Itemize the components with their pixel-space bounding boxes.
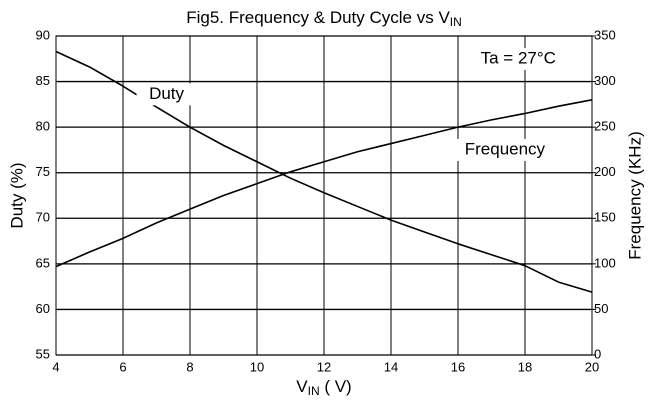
x-axis-label: VIN ( V): [296, 377, 351, 398]
series-line: [55, 99, 593, 268]
x-tick-label: 6: [119, 359, 126, 374]
x-tick-label: 20: [585, 359, 599, 374]
y-tick-label: 55: [36, 346, 50, 361]
annotation: Ta = 27°C: [481, 48, 556, 67]
x-tick-label: 12: [317, 359, 331, 374]
x-tick-label: 10: [250, 359, 264, 374]
y2-tick-label: 150: [594, 210, 616, 225]
title-main: Fig5. Frequency & Duty Cycle vs V: [186, 8, 450, 27]
x-tick-label: 4: [52, 359, 59, 374]
y-tick-label: 70: [36, 210, 50, 225]
chart-title: Fig5. Frequency & Duty Cycle vs VIN: [186, 8, 462, 29]
y-tick-label: 80: [36, 119, 50, 134]
x-tick-label: 16: [451, 359, 465, 374]
y2-tick-label: 300: [594, 73, 616, 88]
label-bg: [136, 83, 197, 106]
y2-tick-label: 200: [594, 164, 616, 179]
x-label-rest: ( V): [320, 377, 352, 396]
y-tick-label: 90: [36, 27, 50, 42]
x-tick-label: 14: [384, 359, 398, 374]
label-bg: [464, 48, 560, 70]
y-axis-label: Duty (%): [7, 162, 26, 228]
series-label: Frequency: [465, 139, 546, 158]
x-tick-label: 18: [518, 359, 532, 374]
y2-axis-label: Frequency (KHz): [625, 131, 644, 259]
y2-tick-label: 100: [594, 255, 616, 270]
y-tick-label: 85: [36, 73, 50, 88]
y-tick-label: 75: [36, 164, 50, 179]
y-tick-label: 65: [36, 255, 50, 270]
y2-tick-label: 250: [594, 119, 616, 134]
series-label: Duty: [149, 84, 184, 103]
y2-tick-label: 50: [594, 301, 608, 316]
label-bg: [449, 138, 560, 161]
x-label-main: V: [296, 377, 308, 396]
y-tick-label: 60: [36, 301, 50, 316]
x-label-sub: IN: [308, 384, 320, 398]
y2-tick-label: 350: [594, 27, 616, 42]
y2-tick-label: 0: [594, 346, 601, 361]
title-sub: IN: [450, 15, 462, 29]
x-tick-label: 8: [186, 359, 193, 374]
